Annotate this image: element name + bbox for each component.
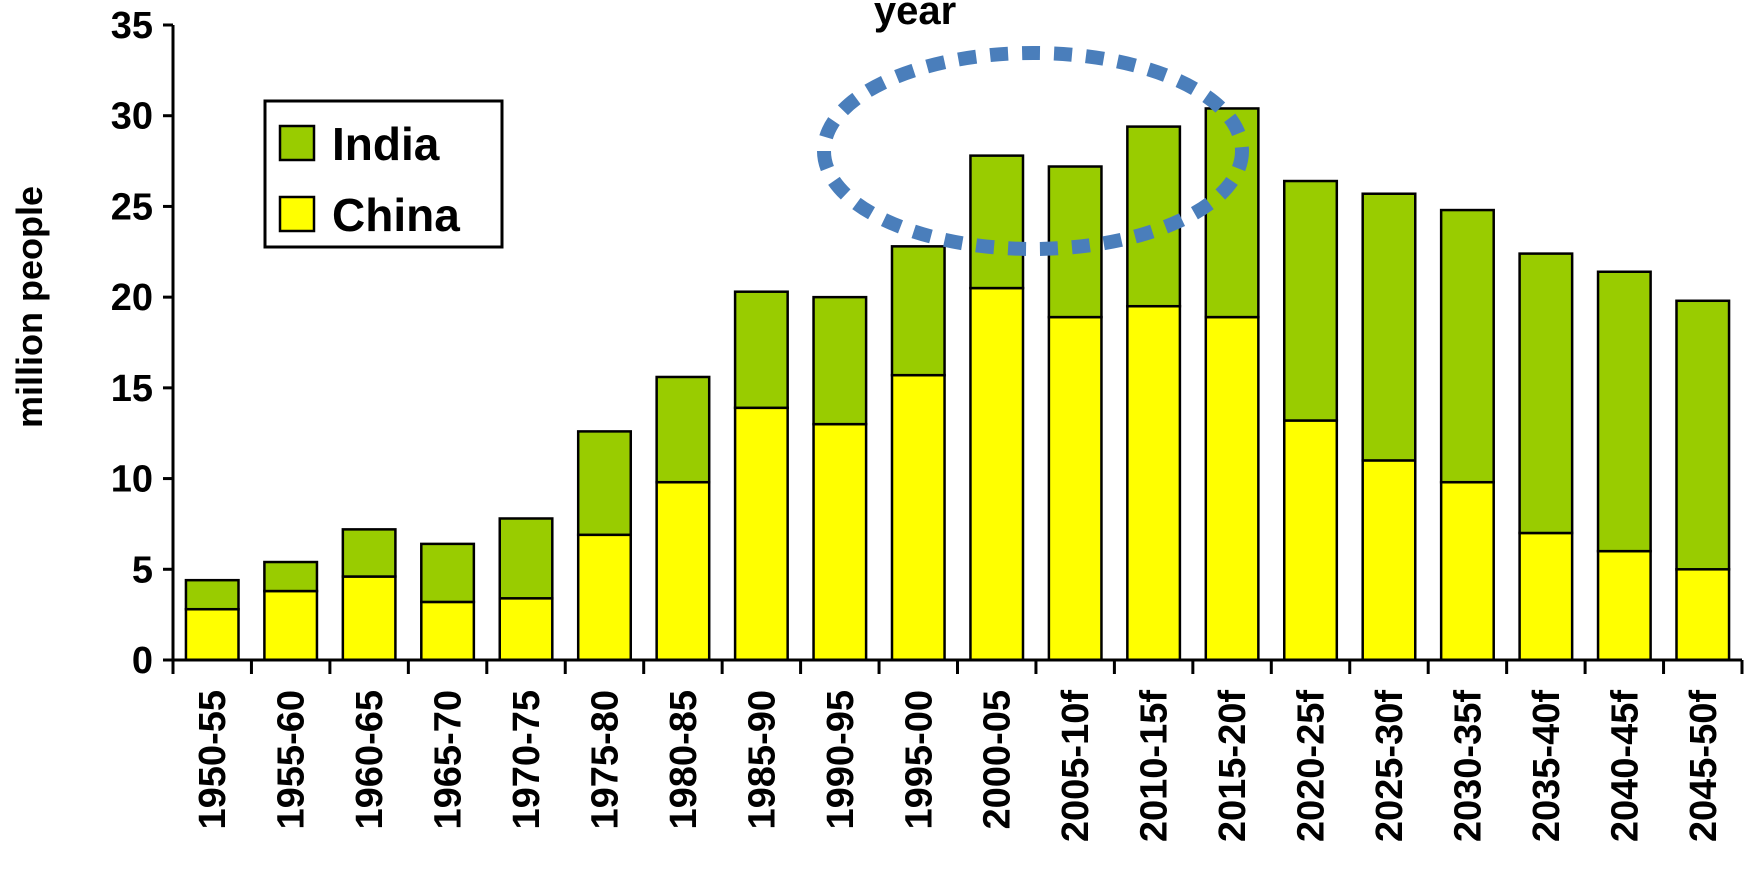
y-tick-label: 0 xyxy=(132,640,153,682)
bar-india-2030-35f xyxy=(1439,208,1495,484)
bar-china-2005-10f xyxy=(1047,315,1103,662)
legend-swatch-china xyxy=(278,195,316,233)
bar-china-2000-05 xyxy=(969,286,1025,662)
x-tick-label: 1965-70 xyxy=(428,690,470,829)
bar-china-2025-30f xyxy=(1361,459,1417,662)
bar-china-1955-60 xyxy=(263,589,319,662)
x-tick-label: 2035-40f xyxy=(1526,690,1568,842)
y-tick-label: 10 xyxy=(111,459,153,501)
x-tick-label: 1985-90 xyxy=(741,690,783,829)
x-tick-label: 2030-35f xyxy=(1447,690,1489,842)
bar-india-1990-95 xyxy=(812,295,868,426)
bar-india-1950-55 xyxy=(184,578,240,611)
bar-india-2045-50f xyxy=(1675,299,1731,571)
bar-india-2015-20f xyxy=(1204,107,1260,319)
x-tick-label: 2040-45f xyxy=(1604,690,1646,842)
bar-india-1955-60 xyxy=(263,560,319,593)
bar-china-2030-35f xyxy=(1439,480,1495,662)
y-tick-label: 30 xyxy=(111,96,153,138)
bar-india-2035-40f xyxy=(1518,252,1574,535)
bar-india-2000-05 xyxy=(969,154,1025,290)
legend-label-china: China xyxy=(332,189,460,241)
x-tick-label: 2000-05 xyxy=(977,690,1019,829)
legend-label-india: India xyxy=(332,118,440,170)
x-tick-label: 2045-50f xyxy=(1683,690,1725,842)
legend: India China xyxy=(263,99,504,249)
legend-swatch-india xyxy=(278,124,316,162)
x-tick-label: 2015-20f xyxy=(1212,690,1254,842)
y-tick-label: 15 xyxy=(111,368,153,410)
bar-china-1950-55 xyxy=(184,607,240,662)
bar-china-2010-15f xyxy=(1126,304,1182,662)
bar-china-2020-25f xyxy=(1282,419,1339,662)
highlight-ellipse xyxy=(817,46,1249,256)
y-tick-label: 5 xyxy=(132,549,153,591)
y-tick-label: 35 xyxy=(111,5,153,47)
y-tick-label: 25 xyxy=(111,186,153,228)
x-tick-label: 1950-55 xyxy=(192,690,234,829)
x-tick-label: 1995-00 xyxy=(898,690,940,829)
x-tick-label: 2020-25f xyxy=(1291,690,1333,842)
bar-china-1990-95 xyxy=(812,422,868,662)
bar-china-1965-70 xyxy=(420,600,476,662)
x-tick-label: 1970-75 xyxy=(506,690,548,829)
x-tick-label: 2025-30f xyxy=(1369,690,1411,842)
x-axis: 1950-55 1955-60 1960-65 1965-70 1970-75 1975-… xyxy=(171,658,1744,842)
bar-china-1970-75 xyxy=(498,597,554,662)
chart-title: year xyxy=(874,0,956,33)
bar-india-2025-30f xyxy=(1361,192,1417,462)
y-tick-label: 20 xyxy=(111,277,153,319)
bar-india-1995-00 xyxy=(890,245,946,377)
x-tick-label: 1960-65 xyxy=(349,690,391,829)
bar-china-2045-50f xyxy=(1675,568,1731,662)
bar-china-2015-20f xyxy=(1204,315,1260,662)
x-tick-label: 1955-60 xyxy=(271,690,313,829)
x-tick-label: 2010-15f xyxy=(1134,690,1176,842)
bar-india-1965-70 xyxy=(420,542,476,604)
x-tick-label: 1980-85 xyxy=(663,690,705,829)
bar-china-2040-45f xyxy=(1596,549,1652,662)
x-tick-label: 2005-10f xyxy=(1055,690,1097,842)
bar-india-1980-85 xyxy=(655,375,711,484)
bar-china-1985-90 xyxy=(733,406,789,662)
bar-china-1975-80 xyxy=(576,533,633,662)
bar-china-2035-40f xyxy=(1518,531,1574,662)
x-tick-label: 1990-95 xyxy=(820,690,862,829)
bar-china-1995-00 xyxy=(890,373,946,662)
bar-china-1980-85 xyxy=(655,480,711,662)
bar-india-1985-90 xyxy=(733,290,789,410)
bar-india-1960-65 xyxy=(341,528,397,578)
bar-india-1975-80 xyxy=(576,430,633,537)
bar-india-2040-45f xyxy=(1596,270,1652,553)
bar-india-2020-25f xyxy=(1282,179,1339,422)
y-axis-title: million people xyxy=(9,186,50,428)
y-axis: 0 5 10 15 20 25 30 35 xyxy=(111,5,175,682)
bar-china-1960-65 xyxy=(341,575,397,662)
x-tick-label: 1975-80 xyxy=(584,690,626,829)
bar-india-2010-15f xyxy=(1126,125,1182,308)
bar-india-1970-75 xyxy=(498,517,554,600)
